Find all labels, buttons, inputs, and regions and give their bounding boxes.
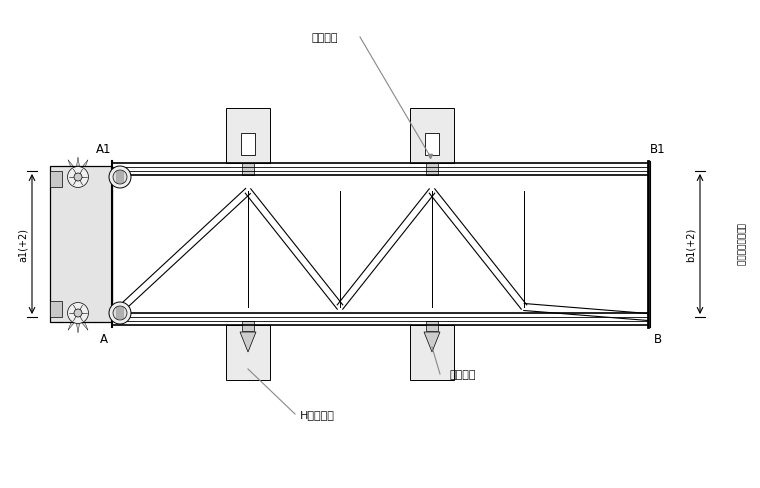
Polygon shape xyxy=(424,332,440,352)
Polygon shape xyxy=(58,176,67,179)
Polygon shape xyxy=(87,304,95,309)
Bar xyxy=(226,325,270,380)
Circle shape xyxy=(109,303,131,325)
Bar xyxy=(226,109,270,163)
Bar xyxy=(242,321,254,331)
Polygon shape xyxy=(61,182,69,187)
Polygon shape xyxy=(89,312,98,315)
Polygon shape xyxy=(87,318,95,324)
Polygon shape xyxy=(77,158,80,167)
Text: 固定檔子: 固定檔子 xyxy=(450,369,477,379)
Bar xyxy=(242,163,254,176)
Polygon shape xyxy=(82,296,88,305)
Text: B: B xyxy=(654,333,662,346)
Circle shape xyxy=(109,167,131,189)
Bar xyxy=(50,302,62,317)
Text: 固定挡块: 固定挡块 xyxy=(312,33,338,43)
Polygon shape xyxy=(89,176,98,179)
Text: A: A xyxy=(100,333,108,346)
Polygon shape xyxy=(68,322,74,331)
Polygon shape xyxy=(82,322,88,331)
Circle shape xyxy=(74,309,82,317)
Polygon shape xyxy=(50,167,112,323)
Polygon shape xyxy=(87,182,95,187)
Polygon shape xyxy=(68,186,74,195)
Polygon shape xyxy=(61,168,69,173)
Polygon shape xyxy=(61,304,69,309)
Polygon shape xyxy=(77,324,80,333)
Circle shape xyxy=(68,303,88,324)
Bar xyxy=(426,321,438,331)
Polygon shape xyxy=(61,318,69,324)
Circle shape xyxy=(113,306,127,320)
Circle shape xyxy=(74,174,82,182)
Text: 保证钉邙中心距离: 保证钉邙中心距离 xyxy=(736,223,745,266)
Polygon shape xyxy=(58,312,67,315)
Bar xyxy=(410,109,454,163)
Polygon shape xyxy=(77,188,80,198)
Text: a1(+2): a1(+2) xyxy=(18,227,28,262)
Text: H型钉垫件: H型钉垫件 xyxy=(300,409,335,419)
Circle shape xyxy=(113,171,127,184)
Bar xyxy=(425,134,439,156)
Polygon shape xyxy=(87,168,95,173)
Bar xyxy=(426,163,438,176)
Bar xyxy=(410,325,454,380)
Bar xyxy=(241,134,255,156)
Polygon shape xyxy=(77,293,80,303)
Text: B1: B1 xyxy=(651,143,666,156)
Bar xyxy=(50,172,62,187)
Polygon shape xyxy=(68,161,74,169)
Polygon shape xyxy=(68,296,74,305)
Polygon shape xyxy=(82,161,88,169)
Text: b1(+2): b1(+2) xyxy=(686,227,696,262)
Polygon shape xyxy=(240,332,256,352)
Polygon shape xyxy=(82,186,88,195)
Circle shape xyxy=(68,167,88,188)
Text: A1: A1 xyxy=(97,143,112,156)
